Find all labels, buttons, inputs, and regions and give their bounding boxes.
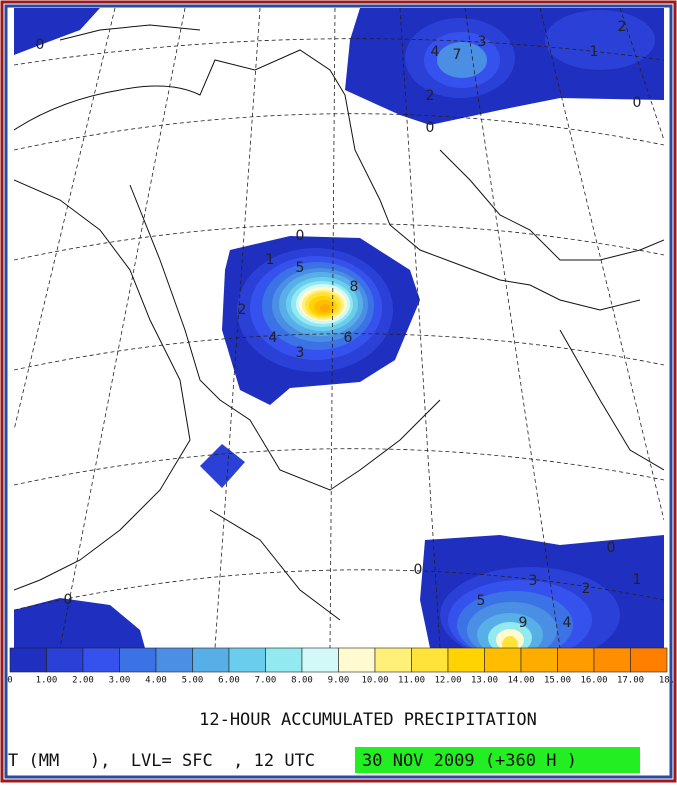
colorbar-box: [447, 647, 485, 673]
colorbar-label: 8.00: [291, 676, 313, 686]
contour-label: 2: [618, 19, 627, 35]
contour-label: 1: [633, 572, 642, 588]
map: [14, 8, 664, 648]
contour-label: 3: [478, 34, 487, 50]
colorbar-label: 11.00: [398, 676, 425, 686]
colorbar-label: 6.00: [218, 676, 240, 686]
contour-label: 1: [590, 44, 599, 60]
date-highlight: [355, 747, 640, 773]
contour-label: 2: [426, 88, 435, 104]
contour-label: 4: [269, 330, 278, 346]
colorbar-box: [338, 647, 376, 673]
colorbar-box: [374, 647, 412, 673]
inner-frame: [4, 4, 673, 779]
colorbar-label: 4.00: [145, 676, 167, 686]
colorbar-label: 18.: [659, 676, 675, 686]
colorbar-label: 1.00: [36, 676, 58, 686]
contour-label: 0: [414, 562, 423, 578]
contour-label: 0: [296, 228, 305, 244]
colorbar-label: 3.00: [109, 676, 131, 686]
colorbar-box: [265, 647, 303, 673]
contour-label: 0: [64, 592, 73, 608]
colorbar-label: 7.00: [255, 676, 277, 686]
colorbar-label: 15.00: [544, 676, 571, 686]
colorbar-box: [9, 647, 47, 673]
contour-label: 1: [266, 252, 275, 268]
colorbar-label: 17.00: [617, 676, 644, 686]
contour-label: 7: [453, 47, 462, 63]
colorbar-label: 2.00: [72, 676, 94, 686]
colorbar-box: [301, 647, 339, 673]
contour-label: 8: [350, 279, 359, 295]
colorbar-box: [155, 647, 193, 673]
contour-label: 0: [633, 95, 642, 111]
contour-label: 2: [238, 302, 247, 318]
contour-label: 3: [529, 573, 538, 589]
colorbar-label: 9.00: [328, 676, 350, 686]
contour-label: 0: [426, 120, 435, 136]
colorbar-box: [484, 647, 522, 673]
contour-label: 4: [431, 44, 440, 60]
colorbar-box: [557, 647, 595, 673]
colorbar-box: [46, 647, 84, 673]
colorbar-box: [82, 647, 120, 673]
colorbar: 0 1.00 2.00 3.00 4.00 5.00 6.00 7.00 8.00 9.00 10.…: [7, 647, 675, 686]
colorbar-label: 12.00: [434, 676, 461, 686]
title: 12-HOUR ACCUMULATED PRECIPITATION: [199, 710, 537, 730]
colorbar-label: 14.00: [507, 676, 534, 686]
colorbar-box: [119, 647, 157, 673]
contour-label: 3: [296, 345, 305, 361]
contour-label: 6: [344, 330, 353, 346]
contour-label: 5: [296, 260, 305, 276]
colorbar-label: 5.00: [182, 676, 204, 686]
footer-date: 30 NOV 2009 (+360 H ): [362, 751, 577, 771]
contour-label: 9: [519, 615, 528, 631]
contour-label: 5: [477, 593, 486, 609]
colorbar-box: [228, 647, 266, 673]
contour-label: 4: [563, 615, 572, 631]
colorbar-box: [593, 647, 631, 673]
footer-left: T (MM ), LVL= SFC , 12 UTC: [8, 751, 315, 771]
colorbar-label: 0: [7, 676, 12, 686]
colorbar-box: [520, 647, 558, 673]
colorbar-box: [192, 647, 230, 673]
colorbar-label: 13.00: [471, 676, 498, 686]
contour-label: 2: [582, 581, 591, 597]
colorbar-label: 16.00: [580, 676, 607, 686]
contour-label: 0: [36, 37, 45, 53]
contour-label: 0: [607, 540, 616, 556]
colorbar-box: [411, 647, 449, 673]
colorbar-label: 10.00: [361, 676, 388, 686]
colorbar-box: [630, 647, 668, 673]
